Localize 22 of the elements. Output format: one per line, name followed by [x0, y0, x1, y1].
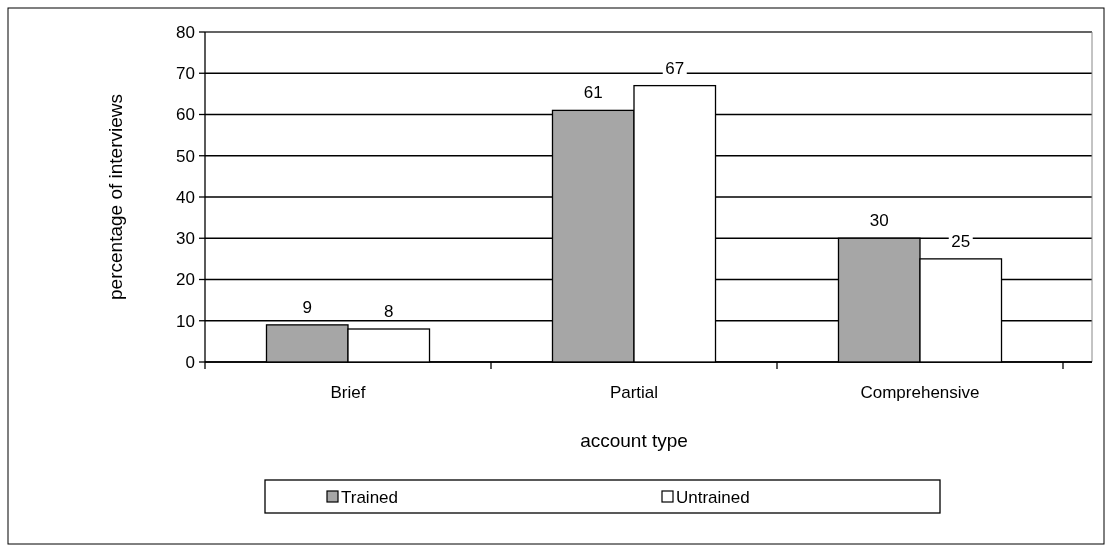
x-tick-label: Comprehensive: [860, 383, 980, 402]
data-label: 30: [869, 211, 889, 231]
y-tick-label: 0: [185, 352, 195, 372]
x-tick-label: Partial: [609, 383, 659, 402]
legend-label: Trained: [341, 487, 399, 507]
y-tick-label: 50: [176, 146, 195, 166]
data-label: 61: [583, 83, 603, 103]
y-tick-label: 80: [176, 22, 195, 42]
x-axis-title: account type: [580, 430, 688, 451]
data-label: 9: [302, 297, 312, 317]
x-tick-label: Brief: [330, 383, 366, 402]
data-label: 25: [951, 231, 971, 251]
y-tick-label: 30: [176, 229, 195, 249]
y-tick-label: 10: [176, 311, 195, 331]
y-tick-label: 60: [176, 105, 195, 125]
y-tick-label: 40: [176, 187, 195, 207]
data-label: 67: [665, 58, 685, 78]
legend-label: Untrained: [676, 487, 750, 507]
data-label: 8: [384, 302, 394, 321]
y-axis-title: percentage of interviews: [105, 94, 126, 300]
y-tick-label: 70: [176, 64, 195, 84]
y-tick-label: 20: [176, 270, 195, 290]
